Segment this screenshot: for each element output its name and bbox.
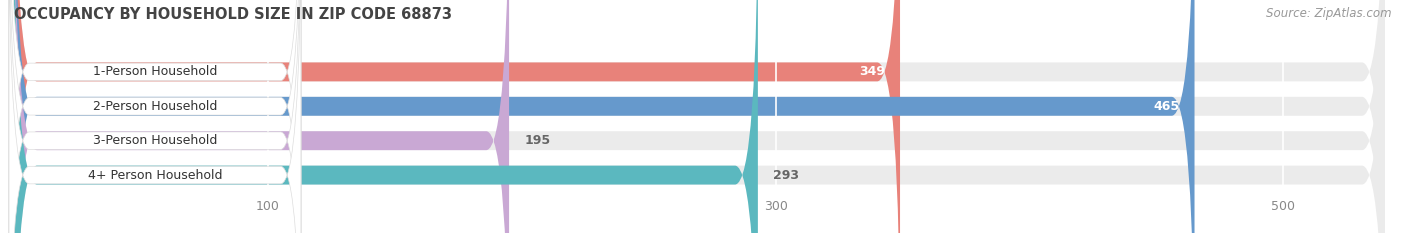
- FancyBboxPatch shape: [8, 0, 301, 233]
- FancyBboxPatch shape: [14, 0, 1385, 233]
- Text: 465: 465: [1153, 100, 1180, 113]
- Text: OCCUPANCY BY HOUSEHOLD SIZE IN ZIP CODE 68873: OCCUPANCY BY HOUSEHOLD SIZE IN ZIP CODE …: [14, 7, 453, 22]
- Text: 3-Person Household: 3-Person Household: [93, 134, 217, 147]
- Text: 4+ Person Household: 4+ Person Household: [87, 169, 222, 182]
- FancyBboxPatch shape: [8, 0, 301, 233]
- Text: 349: 349: [859, 65, 884, 78]
- FancyBboxPatch shape: [14, 0, 1385, 233]
- FancyBboxPatch shape: [14, 0, 509, 233]
- FancyBboxPatch shape: [14, 0, 1385, 233]
- FancyBboxPatch shape: [8, 0, 301, 233]
- FancyBboxPatch shape: [8, 0, 301, 233]
- Text: 1-Person Household: 1-Person Household: [93, 65, 217, 78]
- Text: 2-Person Household: 2-Person Household: [93, 100, 217, 113]
- FancyBboxPatch shape: [14, 0, 900, 233]
- FancyBboxPatch shape: [14, 0, 1385, 233]
- Text: 293: 293: [773, 169, 799, 182]
- FancyBboxPatch shape: [14, 0, 1195, 233]
- Text: 195: 195: [524, 134, 550, 147]
- Text: Source: ZipAtlas.com: Source: ZipAtlas.com: [1267, 7, 1392, 20]
- FancyBboxPatch shape: [14, 0, 758, 233]
